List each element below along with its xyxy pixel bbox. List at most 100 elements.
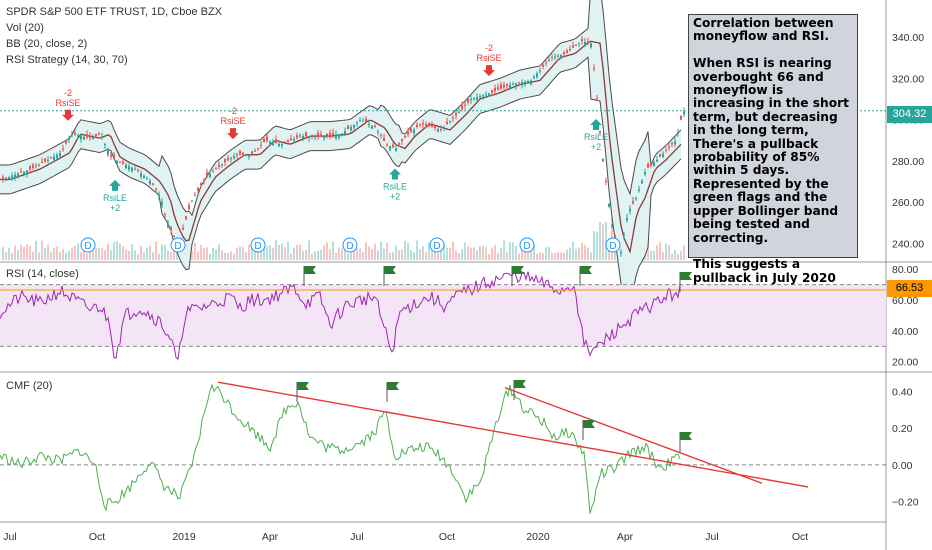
candle-body	[614, 235, 616, 238]
candle-body	[56, 154, 58, 159]
candle-body	[164, 213, 166, 215]
long-signal-arrow	[109, 179, 121, 191]
volume-bar	[119, 243, 121, 260]
bollinger-upper	[0, 0, 682, 217]
short-signal-arrow	[483, 65, 495, 77]
candle-body	[533, 76, 535, 78]
candle-body	[92, 137, 94, 140]
x-tick-label: Jul	[3, 531, 16, 543]
candle-body	[308, 136, 310, 138]
volume-bar	[680, 250, 682, 260]
volume-bar	[572, 241, 574, 260]
candle-body	[317, 132, 319, 137]
candle-body	[527, 81, 529, 83]
annotation-note[interactable]: Correlation between moneyflow and RSI. W…	[688, 14, 858, 284]
volume-bar	[284, 246, 286, 260]
volume-bar	[524, 245, 526, 260]
volume-bar	[455, 250, 457, 260]
candle-body	[362, 120, 364, 122]
volume-bar	[98, 247, 100, 260]
candle-body	[518, 82, 520, 84]
signal-label: RsiLE	[584, 132, 608, 142]
volume-bar	[44, 248, 46, 260]
volume-bar	[173, 242, 175, 260]
volume-bar	[86, 253, 88, 260]
cmf-pane[interactable]: −0.20 0.00 0.20 0.40	[0, 380, 919, 514]
volume-bar	[344, 249, 346, 260]
volume-bar	[365, 242, 367, 260]
volume-bar	[539, 252, 541, 260]
volume-bar	[224, 252, 226, 260]
candle-body	[89, 135, 91, 138]
volume-bar	[482, 245, 484, 260]
x-tick-label: 2019	[172, 531, 196, 543]
candle-body	[134, 168, 136, 170]
candle-body	[122, 161, 124, 164]
candle-body	[650, 162, 652, 166]
volume-bar	[563, 252, 565, 260]
candle-body	[299, 135, 301, 137]
candle-body	[437, 129, 439, 132]
long-signal-arrow	[590, 118, 602, 130]
volume-bar	[593, 231, 595, 260]
price-pane[interactable]: 240.00260.00280.00300.00320.00340.00-2Rs…	[0, 0, 924, 312]
indicator-bb[interactable]: BB (20, close, 2)	[6, 38, 88, 50]
candle-body	[305, 132, 307, 137]
flag-icon	[680, 272, 692, 280]
candle-body	[47, 159, 49, 161]
candle-body	[326, 133, 328, 136]
volume-bar	[476, 250, 478, 260]
cmf-trendline	[504, 387, 763, 484]
candle-body	[680, 115, 682, 120]
candle-body	[623, 234, 625, 236]
cmf-pane-title[interactable]: CMF (20)	[6, 380, 53, 392]
volume-bar	[599, 221, 601, 260]
candle-body	[431, 124, 433, 128]
candle-body	[512, 84, 514, 86]
candle-body	[599, 130, 601, 133]
volume-bar	[305, 249, 307, 260]
dividend-marker	[519, 237, 535, 253]
volume-bar	[389, 252, 391, 260]
volume-bar	[248, 244, 250, 260]
candle-body	[59, 153, 61, 157]
dividend-marker-label: D	[254, 241, 261, 252]
x-tick-label: Oct	[792, 531, 808, 543]
volume-bar	[104, 250, 106, 260]
candle-body	[251, 151, 253, 154]
volume-bar	[77, 243, 79, 260]
candle-body	[200, 183, 202, 186]
flag-icon	[304, 266, 316, 274]
indicator-rsi-strategy[interactable]: RSI Strategy (14, 30, 70)	[6, 54, 128, 66]
candle-body	[587, 41, 589, 43]
rsi-pane[interactable]: 20.00 40.00 60.00 80.00	[0, 264, 918, 369]
candle-body	[152, 183, 154, 185]
volume-bar	[596, 231, 598, 260]
price-tick-label: 280.00	[892, 156, 924, 168]
candle-body	[398, 142, 400, 145]
candle-body	[497, 87, 499, 90]
candle-body	[140, 173, 142, 177]
candle-body	[155, 188, 157, 190]
volume-bar	[578, 247, 580, 260]
volume-bar	[548, 246, 550, 260]
volume-bar	[575, 248, 577, 260]
rsi-pane-title[interactable]: RSI (14, close)	[6, 268, 79, 280]
candle-body	[284, 141, 286, 143]
signal-value: -2	[64, 88, 72, 98]
candle-body	[677, 132, 679, 133]
volume-bar	[428, 242, 430, 260]
candle-body	[98, 133, 100, 135]
candle-body	[356, 122, 358, 124]
indicator-vol[interactable]: Vol (20)	[6, 22, 44, 34]
volume-bar	[668, 244, 670, 260]
volume-bar	[74, 245, 76, 260]
volume-bar	[272, 247, 274, 260]
candle-body	[422, 122, 424, 125]
candle-body	[215, 168, 217, 170]
candle-body	[428, 123, 430, 127]
flag-icon	[297, 382, 309, 390]
volume-bar	[347, 253, 349, 260]
candle-body	[287, 140, 289, 142]
